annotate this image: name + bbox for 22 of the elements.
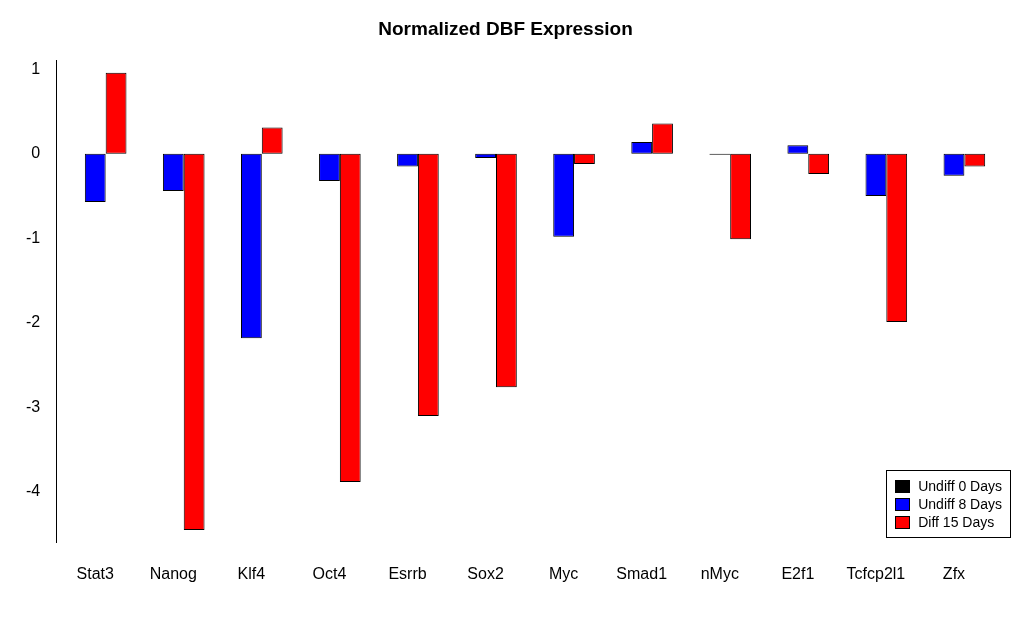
x-tick-label: Nanog xyxy=(149,564,197,582)
y-tick-label: -4 xyxy=(25,482,41,500)
x-tick-label: Klf4 xyxy=(237,564,266,582)
chart-title: Normalized DBF Expression xyxy=(378,17,633,39)
x-tick-label: Zfx xyxy=(942,564,966,582)
y-tick-label: -2 xyxy=(25,313,41,331)
legend-label: Undiff 8 Days xyxy=(918,495,1002,513)
x-tick-label: Tcfcp2l1 xyxy=(846,564,906,582)
x-tick-label: Myc xyxy=(548,564,579,582)
y-tick-label: 1 xyxy=(31,59,41,77)
legend-label: Diff 15 Days xyxy=(918,513,995,531)
y-tick-label: 0 xyxy=(31,144,41,162)
y-tick-label: -1 xyxy=(25,228,41,246)
x-tick-label: Oct4 xyxy=(312,564,347,582)
x-tick-label: Esrrb xyxy=(388,564,427,582)
x-tick-label: nMyc xyxy=(700,564,739,582)
x-tick-label: Smad1 xyxy=(616,564,668,582)
legend-label: Undiff 0 Days xyxy=(918,477,1002,495)
x-tick-label: Stat3 xyxy=(76,564,115,582)
x-tick-label: Sox2 xyxy=(467,564,504,582)
x-tick-label: E2f1 xyxy=(781,564,815,582)
y-tick-label: -3 xyxy=(25,397,41,415)
